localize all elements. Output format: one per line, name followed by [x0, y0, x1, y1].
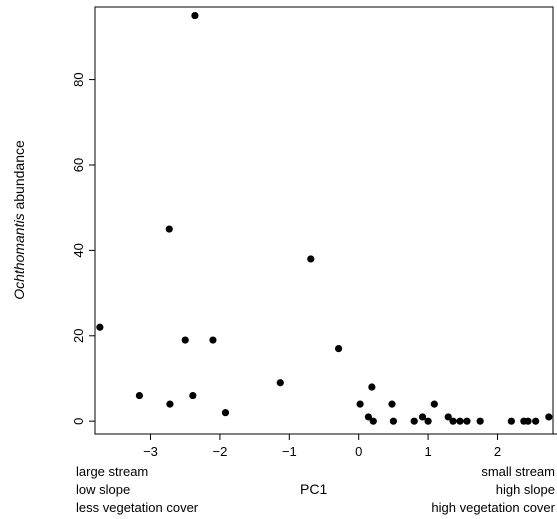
- y-tick-label: 0: [71, 418, 86, 425]
- data-point: [388, 400, 396, 408]
- y-axis-title-italic: Ochthomantis: [11, 213, 27, 299]
- x-tick-label: 0: [355, 444, 362, 459]
- data-point: [191, 11, 199, 20]
- data-point: [276, 379, 284, 387]
- right-annotation-line-2: high slope: [495, 482, 555, 497]
- data-point: [189, 391, 197, 400]
- data-point: [364, 413, 373, 421]
- y-tick-label: 60: [71, 158, 86, 172]
- data-point: [135, 391, 144, 400]
- data-point: [334, 345, 343, 353]
- data-point: [524, 417, 532, 425]
- x-tick-label: −3: [143, 444, 158, 459]
- x-axis: −3−2−10123: [143, 433, 557, 459]
- data-point: [476, 417, 484, 425]
- right-annotation-line-1: small stream: [481, 464, 555, 479]
- right-annotation-line-3: high vegetation cover: [431, 500, 555, 515]
- data-point: [456, 417, 464, 425]
- data-point: [430, 400, 438, 408]
- data-point: [209, 336, 217, 344]
- x-tick-label: −2: [212, 444, 227, 459]
- data-point: [165, 225, 173, 233]
- left-annotation: large stream low slope less vegetation c…: [76, 463, 198, 517]
- x-tick-label: −1: [282, 444, 297, 459]
- x-tick-label: 2: [494, 444, 501, 459]
- data-point: [444, 413, 452, 421]
- data-point: [389, 417, 397, 425]
- data-point: [96, 323, 104, 331]
- left-annotation-line-1: large stream: [76, 464, 149, 479]
- x-axis-title: PC1: [300, 481, 328, 497]
- data-point: [181, 336, 189, 344]
- data-point: [418, 413, 427, 421]
- y-tick-label: 80: [71, 72, 86, 86]
- data-point: [369, 417, 377, 425]
- y-axis: 0 20 40 60 80: [71, 72, 96, 425]
- data-point: [449, 417, 457, 425]
- data-point: [221, 409, 230, 417]
- data-point: [424, 417, 432, 425]
- left-annotation-line-2: low slope: [76, 482, 131, 497]
- data-point: [307, 255, 315, 263]
- data-point: [356, 400, 364, 408]
- right-annotation: small stream high slope high vegetation …: [431, 463, 555, 517]
- y-tick-label: 40: [71, 243, 86, 257]
- y-axis-title-rest: abundance: [11, 140, 27, 213]
- data-point: [507, 417, 515, 425]
- data-point: [545, 413, 553, 421]
- left-annotation-line-3: less vegetation cover: [76, 500, 199, 515]
- data-point: [463, 417, 471, 425]
- y-tick-label: 20: [71, 329, 86, 343]
- data-point: [532, 417, 540, 425]
- y-axis-title: Ochthomantis abundance: [11, 140, 27, 300]
- data-point: [410, 417, 418, 425]
- plot-frame: [94, 6, 554, 435]
- data-point: [368, 383, 376, 391]
- data-point: [166, 400, 174, 408]
- data-points: [96, 11, 553, 425]
- x-tick-label: 1: [424, 444, 431, 459]
